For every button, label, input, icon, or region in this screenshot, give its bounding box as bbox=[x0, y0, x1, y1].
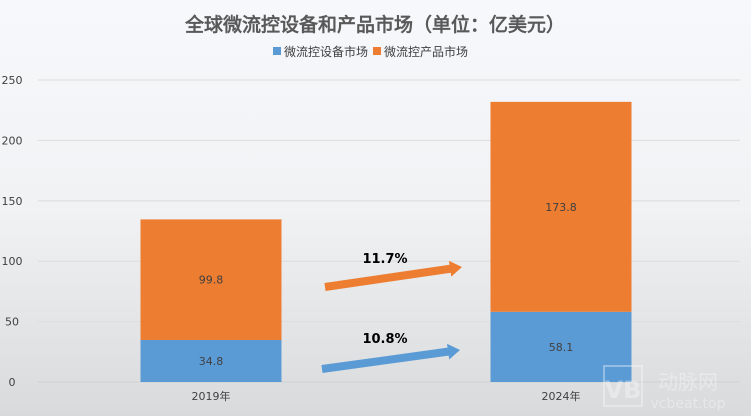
data-label: 58.1 bbox=[549, 341, 574, 354]
bar bbox=[140, 339, 282, 382]
x-tick-label: 2019年 bbox=[192, 389, 231, 403]
growth-rate-label: 11.7% bbox=[362, 252, 407, 267]
y-tick-label: 50 bbox=[5, 316, 19, 329]
svg-text:VB: VB bbox=[605, 376, 642, 404]
data-label: 173.8 bbox=[545, 201, 577, 214]
y-tick-label: 0 bbox=[9, 376, 16, 389]
legend-label: 微流控产品市场 bbox=[384, 44, 468, 59]
y-tick-label: 100 bbox=[2, 255, 23, 268]
growth-rate-label: 10.8% bbox=[362, 332, 407, 347]
bar bbox=[490, 101, 632, 312]
growth-arrow bbox=[324, 260, 462, 291]
y-tick-label: 250 bbox=[2, 74, 23, 87]
chart-title: 全球微流控设备和产品市场（单位：亿美元） bbox=[184, 13, 565, 36]
data-label: 34.8 bbox=[199, 355, 224, 368]
data-label: 99.8 bbox=[199, 274, 224, 287]
legend-swatch bbox=[373, 47, 381, 55]
growth-arrow bbox=[321, 343, 460, 373]
bar bbox=[140, 219, 282, 340]
y-tick-label: 200 bbox=[2, 134, 23, 147]
x-tick-label: 2024年 bbox=[542, 389, 581, 403]
legend-label: 微流控设备市场 bbox=[284, 44, 368, 59]
y-tick-label: 150 bbox=[2, 195, 23, 208]
legend: 微流控设备市场 微流控产品市场 bbox=[273, 44, 468, 59]
legend-swatch bbox=[273, 47, 281, 55]
bar bbox=[490, 311, 632, 382]
watermark: VB 动脉网 vcbeat.top bbox=[603, 365, 726, 412]
svg-text:vcbeat.top: vcbeat.top bbox=[651, 396, 726, 412]
svg-text:动脉网: 动脉网 bbox=[658, 370, 718, 394]
